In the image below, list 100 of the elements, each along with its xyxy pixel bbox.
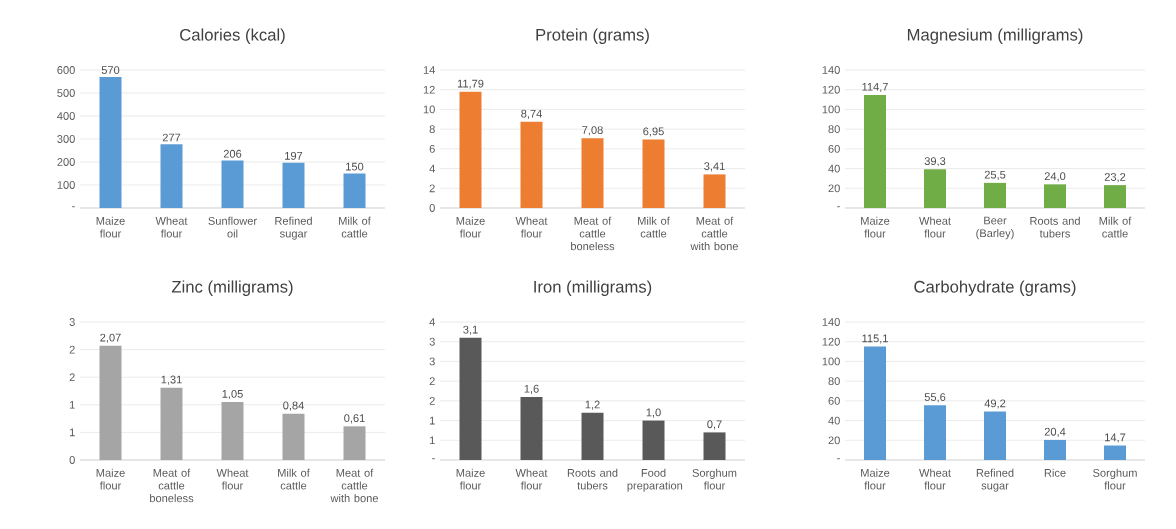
- y-tick-label: 60: [828, 144, 840, 153]
- y-tick-label: 40: [828, 416, 840, 425]
- y-tick-label: 1: [429, 436, 435, 445]
- data-label: 7,08: [582, 126, 603, 136]
- data-label: 0,61: [344, 414, 365, 424]
- bar: [459, 91, 482, 208]
- y-tick-label: 14: [423, 66, 435, 74]
- chart-title: Magnesium (milligrams): [907, 28, 1083, 44]
- bar: [520, 121, 543, 208]
- y-tick-label: 500: [57, 89, 75, 97]
- bar: [864, 346, 887, 460]
- data-label: 24,0: [1044, 172, 1066, 182]
- bar: [642, 139, 665, 208]
- x-tick-label: Milk of cattle: [278, 468, 310, 490]
- data-label: 25,5: [984, 170, 1006, 180]
- x-tick-label: Wheat flour: [216, 468, 249, 490]
- data-label: 55,6: [924, 393, 946, 403]
- data-label: 14,7: [1105, 433, 1126, 443]
- x-tick-label: Maize flour: [96, 216, 125, 238]
- x-tick-label: Meat of cattle boneless: [571, 216, 615, 251]
- chart-title: Zinc (milligrams): [171, 280, 293, 296]
- bar: [1104, 445, 1127, 460]
- y-tick-label: 3: [429, 337, 435, 346]
- bar: [99, 76, 122, 208]
- x-tick-label: Food preparation: [627, 468, 683, 492]
- x-tick-label: Meat of cattle boneless: [150, 468, 194, 503]
- y-tick-label: 1: [69, 428, 75, 437]
- x-tick-label: Maize flour: [456, 216, 485, 238]
- y-tick-label: 2: [69, 373, 75, 382]
- data-label: 6,95: [643, 127, 664, 137]
- bar: [864, 94, 887, 208]
- bar: [520, 396, 543, 460]
- data-label: 1,0: [646, 408, 661, 418]
- x-tick-label: Sunflower oil: [208, 216, 257, 238]
- y-tick-label: 2: [429, 397, 435, 405]
- x-tick-label: Maize flour: [861, 468, 890, 490]
- x-tick-label: Meat of cattle with bone: [690, 216, 738, 251]
- y-tick-label: -: [837, 206, 840, 208]
- y-tick-label: 12: [423, 85, 435, 94]
- y-tick-label: 140: [822, 318, 840, 326]
- data-label: 0,7: [707, 420, 722, 430]
- y-tick-label: 600: [57, 66, 75, 74]
- y-tick-label: 20: [828, 436, 840, 445]
- x-tick-label: Beer (Barley): [976, 216, 1014, 240]
- bar: [642, 420, 665, 460]
- bar: [984, 182, 1007, 208]
- y-tick-label: 1: [429, 416, 435, 425]
- data-label: 1,31: [161, 375, 182, 385]
- chart-title: Calories (kcal): [180, 28, 285, 44]
- x-tick-label: Wheat flour: [919, 216, 951, 238]
- x-tick-label: Sorghum flour: [1093, 468, 1137, 490]
- bar: [1044, 184, 1067, 208]
- x-tick-label: Maize flour: [456, 468, 485, 490]
- y-tick-label: 3: [69, 318, 75, 326]
- bar: [1104, 185, 1127, 208]
- bar: [581, 412, 604, 460]
- x-tick-label: Roots and tubers: [1030, 216, 1080, 238]
- y-tick-label: 3: [429, 357, 435, 366]
- y-tick-label: 2: [429, 184, 435, 193]
- data-label: 39,3: [924, 157, 946, 167]
- data-label: 1,6: [524, 384, 539, 394]
- bar: [343, 426, 366, 460]
- bar: [984, 411, 1007, 460]
- bar: [703, 432, 726, 460]
- bar: [160, 387, 183, 460]
- y-tick-label: 2: [69, 345, 75, 354]
- bar: [221, 160, 244, 208]
- data-label: 197: [285, 151, 303, 160]
- y-tick-label: 140: [822, 66, 840, 74]
- bar: [282, 162, 305, 208]
- x-tick-label: Wheat flour: [515, 216, 548, 238]
- y-tick-label: -: [72, 206, 75, 208]
- bar: [282, 413, 305, 460]
- data-label: 20,4: [1044, 427, 1066, 437]
- data-label: 8,74: [521, 109, 542, 119]
- x-tick-label: Refined sugar: [976, 468, 1014, 492]
- chart-title: Iron (milligrams): [534, 280, 652, 296]
- data-label: 3,41: [704, 162, 725, 172]
- y-tick-label: 6: [429, 144, 435, 153]
- x-tick-label: Milk of cattle: [339, 216, 371, 238]
- y-tick-label: 60: [828, 396, 840, 405]
- x-tick-label: Refined sugar: [275, 216, 312, 240]
- y-tick-label: 400: [57, 112, 75, 120]
- bar: [581, 138, 604, 208]
- y-tick-label: -: [432, 458, 435, 460]
- data-label: 150: [346, 162, 364, 171]
- data-label: 114,7: [862, 82, 888, 93]
- bar: [221, 402, 244, 460]
- y-tick-label: -: [837, 458, 840, 460]
- x-tick-label: Rice: [1044, 468, 1066, 477]
- x-tick-label: Milk of cattle: [1099, 216, 1132, 238]
- data-label: 1,05: [222, 389, 243, 400]
- chart-title: Carbohydrate (grams): [914, 280, 1076, 296]
- data-label: 11,79: [457, 79, 484, 89]
- data-label: 570: [101, 66, 120, 74]
- x-tick-label: Wheat flour: [515, 468, 548, 490]
- y-tick-label: 120: [822, 85, 840, 94]
- y-tick-label: 120: [822, 337, 840, 346]
- x-tick-label: Meat of cattle with bone: [330, 468, 378, 503]
- y-tick-label: 100: [822, 357, 840, 366]
